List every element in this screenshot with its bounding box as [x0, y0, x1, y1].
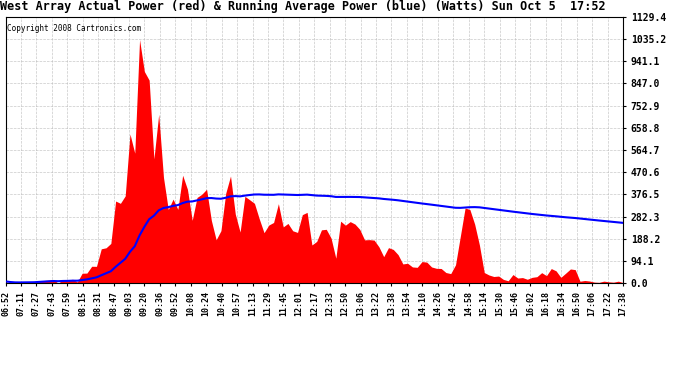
Text: Copyright 2008 Cartronics.com: Copyright 2008 Cartronics.com — [8, 24, 141, 33]
Text: West Array Actual Power (red) & Running Average Power (blue) (Watts) Sun Oct 5  : West Array Actual Power (red) & Running … — [0, 0, 606, 13]
